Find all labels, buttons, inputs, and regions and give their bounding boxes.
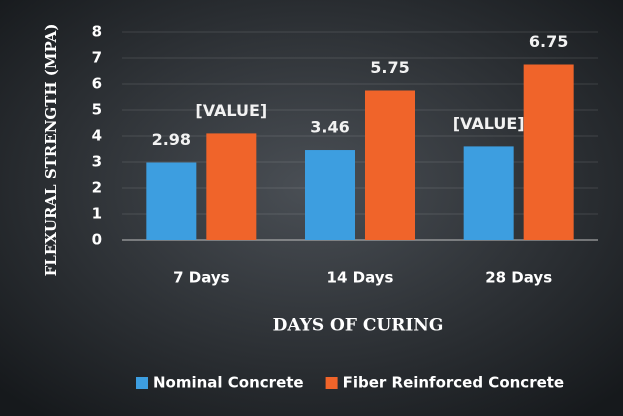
y-tick-label: 5 (92, 101, 102, 119)
bar (305, 150, 355, 240)
bar (523, 64, 574, 240)
y-axis-label: FLEXURAL STRENGTH (MPA) (42, 24, 60, 277)
legend-swatch (325, 377, 338, 389)
x-tick-label: 28 Days (485, 269, 552, 287)
y-tick-label: 6 (92, 75, 102, 93)
value-label: 5.75 (370, 58, 409, 77)
legend-label: Nominal Concrete (153, 374, 304, 392)
bar (463, 146, 514, 240)
value-label: 3.46 (310, 118, 349, 137)
x-axis-label: DAYS OF CURING (273, 316, 444, 336)
y-tick-label: 3 (92, 153, 102, 171)
legend-swatch (136, 377, 148, 389)
bar (146, 162, 197, 240)
y-tick-label: 2 (92, 179, 102, 197)
value-label: [VALUE] (195, 101, 267, 120)
y-tick-label: 0 (92, 231, 102, 249)
value-label: [VALUE] (453, 114, 525, 133)
legend-label: Fiber Reinforced Concrete (343, 374, 565, 392)
bar (365, 90, 415, 240)
value-label: 6.75 (529, 32, 568, 51)
y-tick-label: 8 (92, 23, 102, 41)
value-label: 2.98 (152, 130, 191, 149)
y-tick-label: 1 (92, 205, 102, 223)
x-tick-label: 14 Days (327, 269, 394, 287)
y-tick-label: 7 (92, 49, 102, 67)
x-tick-label: 7 Days (173, 269, 230, 287)
y-tick-label: 4 (92, 127, 102, 145)
bar (206, 133, 257, 240)
